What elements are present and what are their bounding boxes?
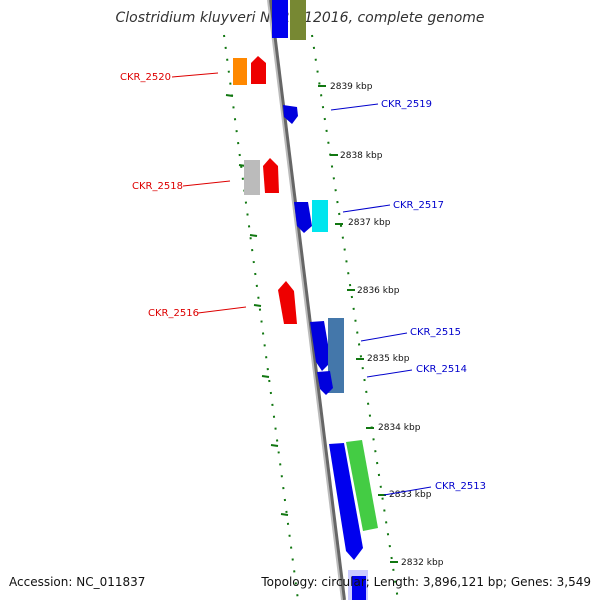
gene-ckr2513-blue[interactable] [329, 443, 363, 560]
scale-label: 2838 kbp [340, 151, 383, 161]
gene-ckr2517-cyan[interactable] [312, 200, 328, 232]
gene-ckr2520-arrow[interactable] [251, 56, 266, 84]
genome-summary-text: Topology: circular; Length: 3,896,121 bp… [261, 575, 591, 589]
scale-label: 2832 kbp [401, 558, 444, 568]
gene-ckr2515-steel[interactable] [328, 318, 344, 393]
gene-label-ckr2520[interactable]: CKR_2520 [120, 72, 171, 83]
scale-label: 2836 kbp [357, 286, 400, 296]
gene-ckr2516-arrow[interactable] [278, 281, 297, 324]
gene-ckr2517-blue[interactable] [294, 202, 312, 233]
gene-label-ckr2515[interactable]: CKR_2515 [410, 327, 461, 338]
gene-top-blue[interactable] [272, 0, 288, 38]
gene-ckr2518-gray[interactable] [244, 160, 260, 195]
gene-label-ckr2514[interactable]: CKR_2514 [416, 364, 467, 375]
gene-label-ckr2516[interactable]: CKR_2516 [148, 308, 199, 319]
gene-top-olive[interactable] [290, 0, 306, 40]
gene-label-ckr2519[interactable]: CKR_2519 [381, 99, 432, 110]
genome-backbone [268, 0, 346, 600]
scale-label: 2837 kbp [348, 218, 391, 228]
scale-label: 2834 kbp [378, 423, 421, 433]
gene-ckr2513-green[interactable] [346, 440, 378, 531]
gene-ckr2518-arrow[interactable] [263, 158, 279, 193]
gene-label-ckr2513[interactable]: CKR_2513 [435, 481, 486, 492]
scale-label: 2833 kbp [389, 490, 432, 500]
accession-text: Accession: NC_011837 [9, 575, 146, 589]
gene-label-ckr2517[interactable]: CKR_2517 [393, 200, 444, 211]
scale-label: 2835 kbp [367, 354, 410, 364]
scale-ticks [318, 85, 398, 563]
gene-ckr2514-blue[interactable] [317, 371, 333, 395]
gene-ckr2515-blue[interactable] [310, 321, 331, 371]
gene-ckr2520-orange[interactable] [233, 58, 247, 85]
gene-ckr2519-arrow[interactable] [283, 105, 298, 124]
scale-label: 2839 kbp [330, 82, 373, 92]
gene-label-ckr2518[interactable]: CKR_2518 [132, 181, 183, 192]
